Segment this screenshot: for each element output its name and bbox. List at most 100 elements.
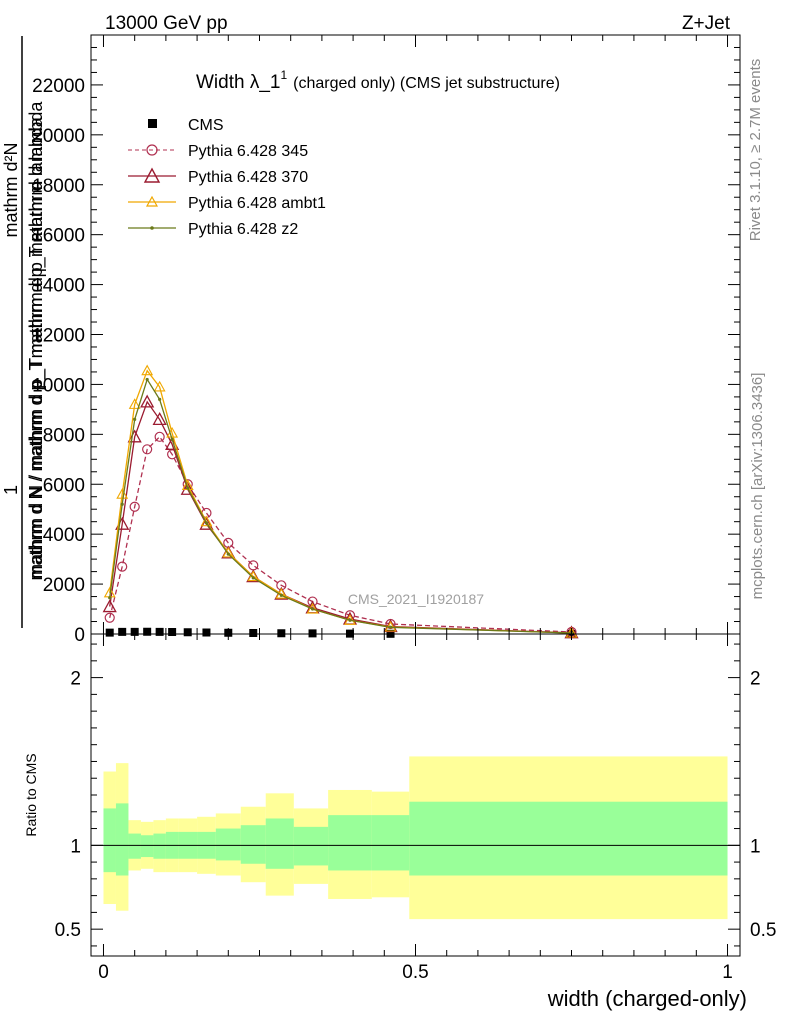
cms-data-point <box>202 628 211 637</box>
pythia-370-point <box>102 599 117 613</box>
legend-label-cms: CMS <box>188 117 224 134</box>
uncertainty-band-inner <box>371 815 410 871</box>
pythia-z2-point <box>251 576 255 580</box>
cms-data-point <box>249 629 258 638</box>
main-plot-marks <box>102 364 579 639</box>
pythia-z2-point <box>310 607 315 611</box>
pythia-z2-point <box>348 618 352 622</box>
pythia-ambt1-point <box>200 515 213 527</box>
y-tick-label: 18000 <box>32 176 85 197</box>
pythia-345-point <box>248 560 259 571</box>
legend-label-pythia-370: Pythia 6.428 370 <box>188 169 308 186</box>
y-tick-label: 2000 <box>43 575 85 596</box>
pythia-z2-point <box>226 552 230 556</box>
uncertainty-band-inner <box>215 828 241 861</box>
series-line-2 <box>109 400 572 634</box>
header-process: Z+Jet <box>682 13 731 34</box>
ratio-y-axis-label: Ratio to CMS <box>23 753 39 836</box>
pythia-z2-point <box>186 486 190 490</box>
uncertainty-band-inner <box>153 833 166 859</box>
pythia-z2-point <box>108 596 112 600</box>
pythia-345-point <box>154 431 165 442</box>
y-label-line-2: mathrm d p_T mathrm d lambda <box>26 101 47 359</box>
pythia-z2-point <box>388 625 393 629</box>
legend-item-pythia-345: Pythia 6.428 345 <box>128 143 308 160</box>
uncertainty-band-inner <box>328 815 372 871</box>
cms-data-point <box>118 627 127 636</box>
pythia-370-point <box>199 516 214 530</box>
uncertainty-band-inner <box>103 808 116 873</box>
legend-marker-pythia-ambt1 <box>145 195 159 207</box>
main-plot-panel: 0 2000 4000 6000 8000 10000 12000 14000 16000 180… <box>1 34 741 646</box>
main-plot-axis-ticks: 0 2000 4000 6000 8000 10000 12000 14000 16000 180… <box>32 35 740 646</box>
uncertainty-band-inner <box>293 826 329 866</box>
pythia-z2-point <box>204 521 209 525</box>
legend-item-pythia-z2: Pythia 6.428 z2 <box>128 221 298 238</box>
cms-data-point <box>105 628 114 637</box>
ratio-y-tick-label-right: 2 <box>750 669 761 690</box>
mcplots-text: mcplots.cern.ch [arXiv:1306.3436] <box>749 373 766 600</box>
y-tick-label: 8000 <box>43 425 85 446</box>
legend-item-pythia-370: Pythia 6.428 370 <box>128 167 308 186</box>
y-tick-label: 12000 <box>32 326 85 347</box>
pythia-345-point <box>142 444 153 455</box>
cms-data-point <box>143 627 152 636</box>
pythia-345-point <box>117 561 128 572</box>
legend-label-pythia-z2: Pythia 6.428 z2 <box>188 221 298 238</box>
legend-item-cms: CMS <box>148 117 224 134</box>
pythia-370-point <box>140 394 155 408</box>
cms-data-point <box>308 629 317 638</box>
ratio-plot-axis-ticks: 0.5 0.5 1 1 2 2 0 0.5 1 <box>55 634 776 983</box>
pythia-ambt1-point <box>116 488 129 499</box>
ratio-plot-marks <box>91 756 740 920</box>
pythia-z2-point <box>170 437 174 441</box>
ratio-y-tick-label-right: 0.5 <box>750 920 776 941</box>
y-label-denominator: mathrm d N / mathrm d p_T mathrm d p mat… <box>26 116 47 579</box>
legend-marker-pythia-345 <box>146 144 158 156</box>
x-tick-label: 0.5 <box>402 962 428 983</box>
pythia-z2-point <box>120 502 124 506</box>
legend: CMS Pythia 6.428 345 Pythia 6.428 370 Py… <box>128 117 326 238</box>
pythia-ambt1-point <box>153 380 166 392</box>
pythia-z2-point <box>158 397 162 401</box>
y-label-numerator: 1 <box>1 485 21 495</box>
series-line-1 <box>109 435 572 633</box>
x-tick-label: 1 <box>722 962 733 983</box>
uncertainty-band-inner <box>240 825 266 864</box>
ratio-y-tick-label: 2 <box>70 669 81 690</box>
legend-marker-cms <box>148 119 157 128</box>
y-tick-label: 10000 <box>32 375 85 396</box>
main-y-axis-label: 1 mathrm d²N mathrm d p_T mathrm d lambd… <box>1 36 47 628</box>
header-energy: 13000 GeV pp <box>105 13 228 34</box>
rivet-version-text: Rivet 3.1.10, ≥ 2.7M events <box>747 59 764 242</box>
ratio-y-tick-label: 1 <box>70 836 81 857</box>
ratio-y-tick-label: 0.5 <box>55 920 81 941</box>
series-line-3 <box>109 369 572 634</box>
cms-data-point <box>155 627 164 636</box>
pythia-z2-point <box>133 417 137 421</box>
legend-marker-pythia-370 <box>143 167 161 183</box>
pythia-z2-point <box>145 377 149 382</box>
x-axis-label: width (charged-only) <box>547 986 747 1011</box>
pythia-ambt1-point <box>222 546 235 558</box>
x-tick-label: 0 <box>98 962 109 983</box>
pythia-ambt1-point <box>128 398 141 409</box>
y-tick-label: 0 <box>74 625 85 646</box>
y-label-line-1: mathrm d²N <box>1 142 21 237</box>
y-tick-label: 22000 <box>32 76 85 97</box>
y-tick-label: 20000 <box>32 126 85 147</box>
analysis-watermark: CMS_2021_I1920187 <box>348 591 484 607</box>
y-tick-label: 4000 <box>43 525 85 546</box>
y-label-line-3: mathrm d N / mathrm d p_T <box>26 359 47 580</box>
uncertainty-band-inner <box>115 803 129 876</box>
y-tick-label: 16000 <box>32 226 85 247</box>
pythia-370-point <box>180 481 195 495</box>
uncertainty-band-inner <box>409 801 728 876</box>
ratio-y-tick-label-right: 1 <box>750 836 761 857</box>
pythia-345-point <box>307 596 318 607</box>
plot-title: Width λ_11 (charged only) (CMS jet substr… <box>196 68 560 93</box>
uncertainty-band-inner <box>140 835 154 858</box>
legend-label-pythia-ambt1: Pythia 6.428 ambt1 <box>188 195 326 212</box>
cms-data-point <box>277 629 286 638</box>
